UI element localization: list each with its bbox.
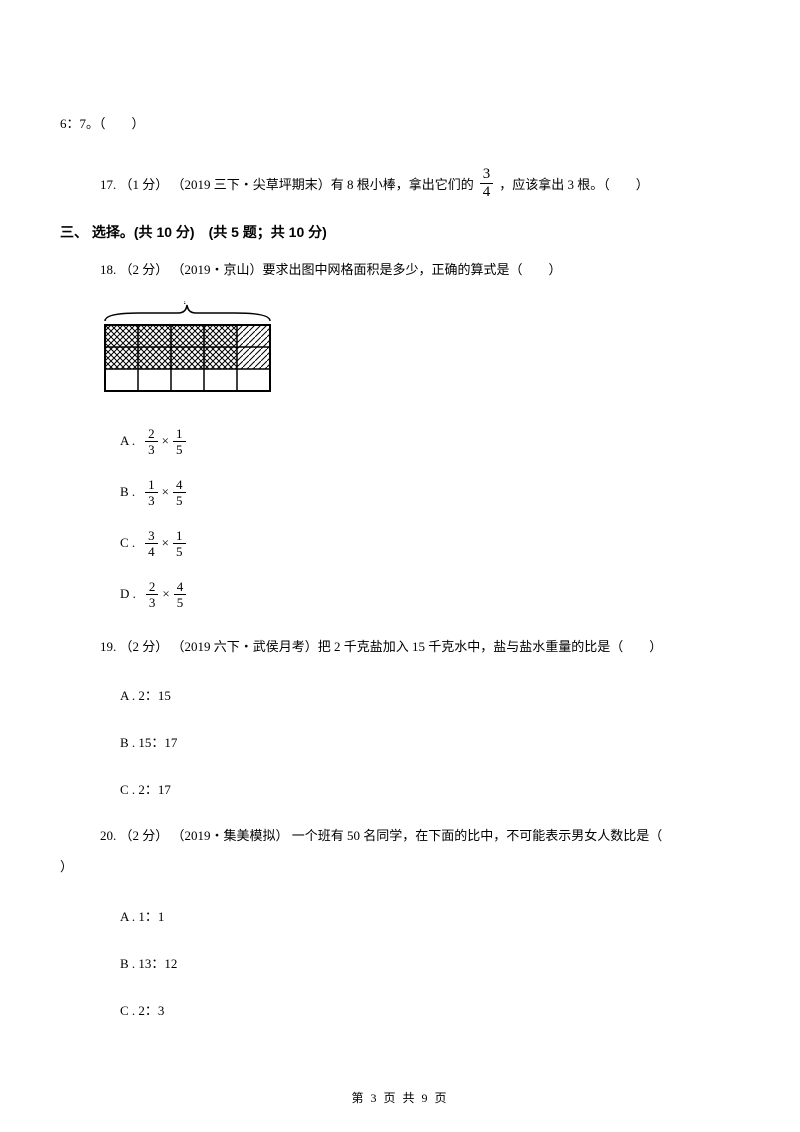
q18-stem: 18. （2 分） （2019・京山）要求出图中网格面积是多少，正确的算式是（ … bbox=[60, 260, 740, 281]
option-label: C . bbox=[120, 1003, 135, 1018]
fraction-denominator: 4 bbox=[480, 183, 494, 200]
q17-fraction: 3 4 bbox=[480, 167, 494, 200]
q20-option-a[interactable]: A . 1：1 bbox=[120, 906, 740, 925]
q18-option-a[interactable]: A . 2 3 × 1 5 bbox=[120, 427, 740, 456]
fraction-numerator: 4 bbox=[174, 580, 187, 594]
q17-prefix: 17. （1 分） （2019 三下・尖草坪期末）有 8 根小棒，拿出它们的 bbox=[100, 174, 474, 193]
q20-option-b[interactable]: B . 13：12 bbox=[120, 953, 740, 972]
option-label: C . bbox=[120, 782, 135, 797]
fraction-numerator: 3 bbox=[145, 529, 158, 543]
option-label: C . bbox=[120, 535, 135, 551]
fraction-c2: 1 5 bbox=[173, 529, 186, 558]
fraction-denominator: 4 bbox=[145, 543, 158, 558]
q19-stem: 19. （2 分） （2019 六下・武侯月考）把 2 千克盐加入 15 千克水… bbox=[60, 637, 740, 658]
brace-icon bbox=[105, 305, 270, 321]
section-3-heading: 三、 选择。(共 10 分) (共 5 题；共 10 分) bbox=[60, 222, 740, 242]
q18-option-c[interactable]: C . 3 4 × 1 5 bbox=[120, 529, 740, 558]
page-footer: 第 3 页 共 9 页 bbox=[0, 1089, 800, 1106]
q19-option-c[interactable]: C . 2：17 bbox=[120, 779, 740, 798]
fraction-numerator: 1 bbox=[173, 427, 186, 441]
q19-option-b[interactable]: B . 15：17 bbox=[120, 732, 740, 751]
times-icon: × bbox=[162, 586, 169, 602]
q17-suffix: ，应该拿出 3 根。（ ） bbox=[499, 174, 649, 193]
fraction-denominator: 5 bbox=[173, 543, 186, 558]
fraction-d1: 2 3 bbox=[146, 580, 159, 609]
fraction-numerator: 2 bbox=[145, 427, 158, 441]
option-label: B . bbox=[120, 484, 135, 500]
q16-tail-text: 6：7。（ ） bbox=[60, 114, 740, 135]
fraction-b1: 1 3 bbox=[145, 478, 158, 507]
q20-stem-line2: ） bbox=[60, 857, 740, 878]
fraction-numerator: 2 bbox=[146, 580, 159, 594]
fraction-denominator: 3 bbox=[145, 441, 158, 456]
q18-option-d[interactable]: D . 2 3 × 4 5 bbox=[120, 580, 740, 609]
q18-option-b[interactable]: B . 1 3 × 4 5 bbox=[120, 478, 740, 507]
fraction-denominator: 3 bbox=[146, 594, 159, 609]
q20-stem-line1: 20. （2 分） （2019・集美模拟） 一个班有 50 名同学，在下面的比中… bbox=[60, 826, 740, 847]
option-text: 1：1 bbox=[138, 909, 164, 924]
fraction-numerator: 1 bbox=[145, 478, 158, 492]
q17-stem: 17. （1 分） （2019 三下・尖草坪期末）有 8 根小棒，拿出它们的 3… bbox=[60, 167, 740, 200]
fraction-numerator: 1 bbox=[173, 529, 186, 543]
fraction-denominator: 5 bbox=[173, 441, 186, 456]
fraction-denominator: 3 bbox=[145, 492, 158, 507]
q20-option-c[interactable]: C . 2：3 bbox=[120, 1000, 740, 1019]
fraction-numerator: 4 bbox=[173, 478, 186, 492]
times-icon: × bbox=[162, 433, 169, 449]
option-text: 2：3 bbox=[138, 1003, 164, 1018]
option-label: A . bbox=[120, 433, 135, 449]
times-icon: × bbox=[162, 484, 169, 500]
brace-label: ? bbox=[182, 301, 187, 307]
option-label: A . bbox=[120, 909, 135, 924]
fraction-numerator: 3 bbox=[480, 167, 494, 183]
fraction-denominator: 5 bbox=[174, 594, 187, 609]
fraction-denominator: 5 bbox=[173, 492, 186, 507]
fraction-a2: 1 5 bbox=[173, 427, 186, 456]
q19-option-a[interactable]: A . 2：15 bbox=[120, 685, 740, 704]
option-text: 2：15 bbox=[138, 688, 171, 703]
fraction-d2: 4 5 bbox=[174, 580, 187, 609]
fraction-a1: 2 3 bbox=[145, 427, 158, 456]
times-icon: × bbox=[162, 535, 169, 551]
fraction-b2: 4 5 bbox=[173, 478, 186, 507]
q18-grid-figure: ? bbox=[100, 301, 275, 401]
q18-options: A . 2 3 × 1 5 B . 1 3 × 4 5 C . 3 4 × 1 … bbox=[120, 427, 740, 609]
option-label: A . bbox=[120, 688, 135, 703]
option-text: 13：12 bbox=[138, 956, 177, 971]
option-label: B . bbox=[120, 735, 135, 750]
option-label: D . bbox=[120, 586, 136, 602]
option-text: 15：17 bbox=[138, 735, 177, 750]
fraction-c1: 3 4 bbox=[145, 529, 158, 558]
option-text: 2：17 bbox=[138, 782, 171, 797]
option-label: B . bbox=[120, 956, 135, 971]
